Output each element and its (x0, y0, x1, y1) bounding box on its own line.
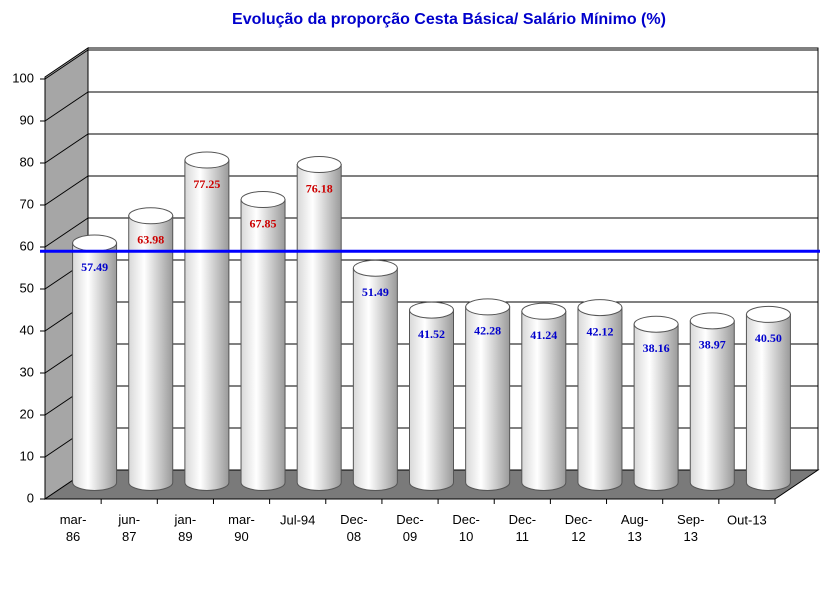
x-tick-label: mar-86 (60, 512, 87, 544)
x-tick-label: Dec-11 (509, 512, 536, 544)
bar-top (296, 156, 342, 174)
bar (128, 215, 174, 491)
y-tick-label: 70 (20, 196, 34, 211)
bar (689, 320, 735, 491)
x-tick-label: Aug-13 (621, 512, 648, 544)
value-label: 40.50 (755, 331, 782, 345)
x-tick-label: jan-89 (174, 512, 197, 544)
y-tick-label: 50 (20, 280, 34, 295)
bar-top (521, 302, 567, 320)
x-tick-label: Out-13 (727, 512, 767, 527)
value-label: 77.25 (193, 177, 220, 191)
x-tick-label: Dec-10 (452, 512, 479, 544)
y-tick-label: 80 (20, 154, 34, 169)
chart-title: Evolução da proporção Cesta Básica/ Salá… (232, 11, 666, 28)
bar (296, 164, 342, 491)
bar (465, 306, 511, 491)
grid-line (44, 49, 89, 80)
bar (633, 323, 679, 491)
y-tick-label: 20 (20, 406, 34, 421)
bar (184, 159, 230, 491)
bar-top (72, 234, 118, 252)
value-label: 51.49 (362, 285, 389, 299)
y-tick-label: 30 (20, 364, 34, 379)
y-tick-label: 100 (12, 70, 34, 85)
x-tick-label: jun-87 (117, 512, 140, 544)
bar-top (409, 301, 454, 319)
y-tick-label: 90 (20, 112, 34, 127)
value-label: 42.12 (586, 324, 613, 338)
value-label: 38.97 (699, 338, 726, 352)
grid-line (44, 91, 89, 122)
bar-top (633, 315, 679, 333)
value-label: 63.98 (137, 233, 164, 247)
bar-top (745, 305, 791, 323)
value-label: 76.18 (306, 181, 333, 195)
bar (521, 310, 567, 491)
value-label: 42.28 (474, 324, 501, 338)
x-tick-label: Dec-08 (340, 512, 367, 544)
bar-top (577, 299, 623, 317)
value-label: 38.16 (643, 341, 670, 355)
x-tick-label: Sep-13 (677, 512, 704, 544)
bar (409, 309, 454, 491)
bar (577, 307, 623, 491)
bar-top (352, 259, 398, 277)
bar-top (689, 312, 735, 330)
bar-top (184, 151, 230, 169)
grid-line (44, 175, 89, 206)
grid-line (44, 133, 89, 164)
x-tick-label: Jul-94 (280, 512, 315, 527)
value-label: 41.24 (530, 328, 557, 342)
bar-top (465, 298, 511, 316)
y-tick-label: 60 (20, 238, 34, 253)
y-tick-label: 40 (20, 322, 34, 337)
bar (745, 313, 791, 491)
x-tick-label: Dec-12 (565, 512, 592, 544)
x-tick-label: Dec-09 (396, 512, 423, 544)
grid-line (44, 217, 89, 248)
value-label: 41.52 (418, 327, 445, 341)
value-label: 67.85 (250, 216, 277, 230)
bar (240, 199, 286, 491)
bar-top (240, 191, 286, 209)
bar-top (128, 207, 174, 225)
x-tick-label: mar-90 (228, 512, 255, 544)
y-tick-label: 10 (20, 448, 34, 463)
y-tick-label: 0 (27, 490, 34, 505)
value-label: 57.49 (81, 260, 108, 274)
bar (72, 242, 118, 491)
bar (352, 267, 398, 491)
